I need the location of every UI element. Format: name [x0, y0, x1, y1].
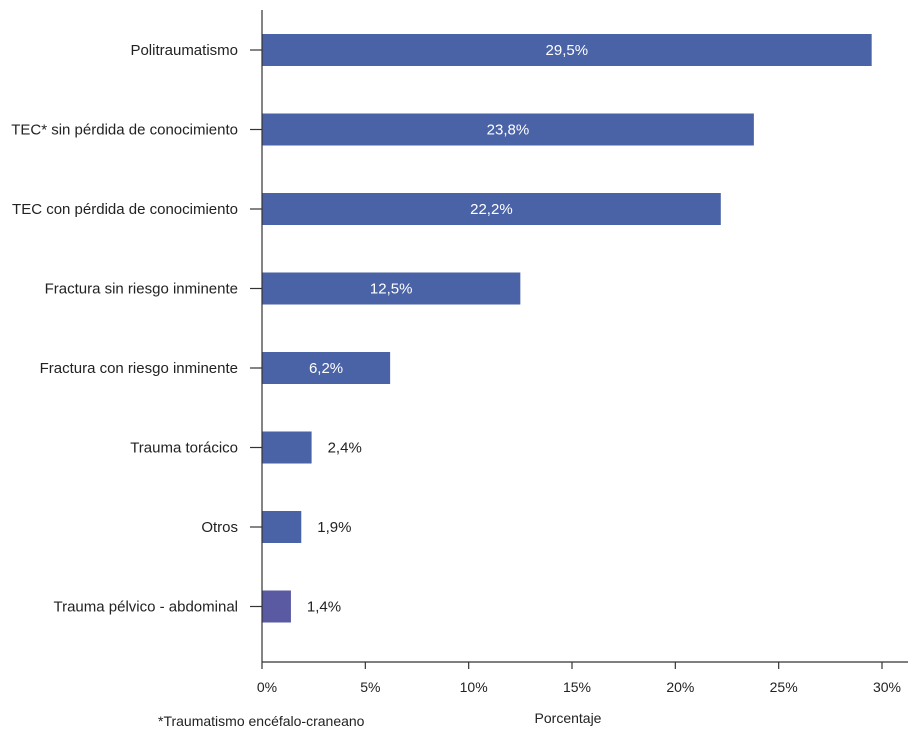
bar	[262, 431, 312, 464]
axes-layer	[250, 10, 908, 669]
category-label: Trauma pélvico - abdominal	[53, 599, 238, 616]
x-tick-label: 20%	[666, 679, 694, 695]
x-tick-label: 25%	[770, 679, 798, 695]
value-label: 1,9%	[317, 519, 351, 536]
value-label: 12,5%	[370, 281, 413, 298]
x-axis-title: Porcentaje	[535, 710, 602, 726]
footnote: *Traumatismo encéfalo-craneano	[158, 713, 365, 729]
labels-layer: 0% 5% 10% 15% 20% 25% 30% Politraumatismo 29,5% T…	[11, 42, 901, 695]
x-tick-label: 30%	[873, 679, 901, 695]
category-label: TEC con pérdida de conocimiento	[12, 201, 238, 218]
bar	[262, 511, 302, 543]
bar	[262, 272, 521, 305]
value-label: 2,4%	[328, 440, 362, 457]
value-label: 23,8%	[487, 122, 530, 139]
bar	[262, 34, 872, 66]
bars-layer	[262, 34, 872, 623]
x-tick-label: 0%	[257, 679, 277, 695]
category-label: TEC* sin pérdida de conocimiento	[11, 122, 238, 139]
x-tick-label: 15%	[563, 679, 591, 695]
value-label: 1,4%	[307, 599, 341, 616]
category-label: Fractura con riesgo inminente	[40, 360, 238, 377]
x-tick-label: 5%	[360, 679, 380, 695]
category-label: Fractura sin riesgo inminente	[45, 281, 238, 298]
bar	[262, 590, 291, 623]
value-label: 29,5%	[546, 42, 589, 59]
bar	[262, 352, 391, 384]
category-label: Trauma torácico	[130, 440, 238, 457]
bar	[262, 113, 754, 146]
bar	[262, 193, 721, 225]
value-label: 22,2%	[470, 201, 513, 218]
category-label: Otros	[201, 519, 238, 536]
category-label: Politraumatismo	[130, 42, 238, 59]
x-tick-label: 10%	[460, 679, 488, 695]
value-label: 6,2%	[309, 360, 343, 377]
